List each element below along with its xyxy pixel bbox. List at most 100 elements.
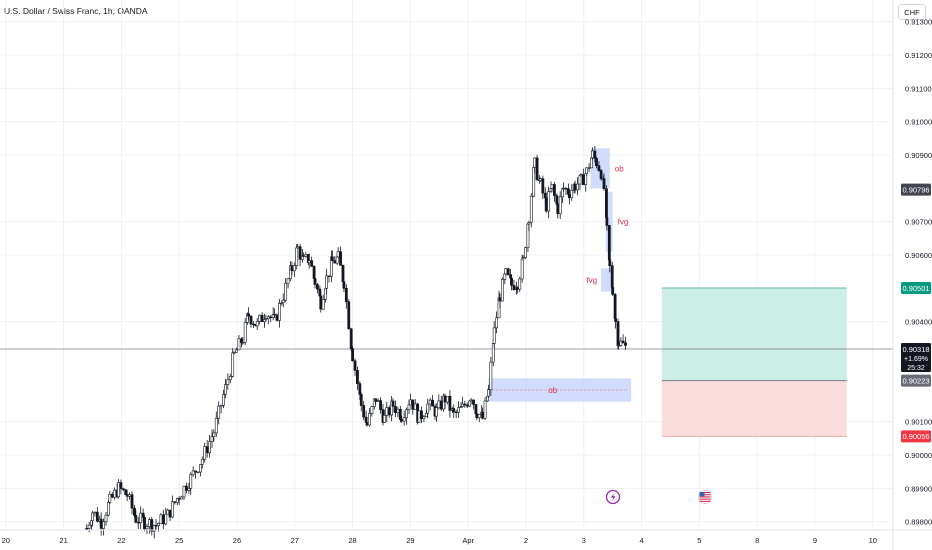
candle-body (136, 521, 140, 524)
last-price-block (901, 343, 931, 372)
candle-body (446, 395, 449, 403)
zone-label-1: fvg (618, 218, 629, 227)
candle-body (616, 321, 620, 347)
candle-body (187, 488, 191, 491)
price-tag-stop-loss-bg (901, 430, 931, 443)
candle-body (385, 407, 389, 416)
candle-body (196, 471, 200, 474)
zone-1 (605, 191, 613, 252)
candle-body (292, 265, 296, 272)
candle-body (556, 203, 560, 215)
candle-body (168, 509, 172, 518)
candle-body (134, 515, 138, 523)
candle-body (370, 406, 374, 414)
candle-body (515, 287, 519, 290)
candle-body (391, 400, 395, 407)
candle-body (492, 327, 496, 344)
candle-body (157, 523, 160, 526)
candle-body (339, 251, 342, 266)
y-tick-label: 0.90000 (905, 451, 932, 460)
x-tick-label: 9 (813, 536, 817, 545)
zone-label-2: fvg (586, 276, 597, 285)
candle-body (110, 494, 114, 498)
candle-body (605, 217, 609, 226)
candle-body (506, 268, 510, 276)
candle-body (521, 257, 525, 260)
candle-body (550, 184, 554, 189)
candle-body (141, 512, 145, 518)
candle-body (483, 400, 487, 419)
price-tag-level-bg (901, 183, 931, 196)
candle-body (581, 174, 585, 186)
candle-body (164, 513, 168, 525)
candle-body (107, 501, 110, 516)
candle-body (362, 405, 366, 418)
candle-body (295, 247, 299, 266)
candle-body (356, 370, 359, 384)
candle-body (595, 158, 598, 166)
candle-body (463, 403, 467, 406)
candle-body (281, 299, 285, 303)
candle-body (512, 285, 516, 290)
candle-body (147, 519, 151, 527)
candle-body (402, 417, 406, 422)
candle-body (593, 150, 597, 159)
candle-body (327, 275, 331, 277)
candle-body (477, 414, 481, 419)
candle-body (212, 432, 216, 437)
candle-body (428, 399, 432, 405)
price-tag-take-profit: 0.90501 (902, 284, 929, 293)
candle-body (379, 400, 382, 410)
candle-body (400, 419, 404, 422)
candle-body (465, 404, 469, 407)
last-price-change: +1.69% (904, 356, 928, 363)
last-price-label: 0.90318 (902, 345, 929, 354)
candle-body (298, 246, 302, 260)
candle-body (498, 297, 502, 302)
candle-body (205, 446, 209, 454)
stop-zone (661, 380, 847, 437)
candle-body (125, 494, 129, 497)
x-tick-label: 10 (869, 536, 877, 545)
candle-body (413, 403, 417, 410)
candle-body (460, 403, 464, 407)
y-tick-label: 0.91000 (905, 118, 932, 127)
candle-body (278, 303, 281, 321)
candle-body (539, 178, 542, 181)
candle-body (260, 314, 264, 322)
candle-body (296, 246, 300, 249)
candle-body (475, 413, 479, 419)
x-tick-label: Apr (462, 536, 474, 545)
currency-badge[interactable]: CHF (898, 4, 926, 20)
candle-body (417, 410, 421, 423)
y-tick-label: 0.90400 (905, 318, 932, 327)
candle-body (152, 525, 156, 532)
candle-body (214, 417, 218, 434)
candle-body (264, 318, 268, 320)
candle-body (200, 458, 204, 465)
candle-body (457, 407, 460, 413)
candle-body (527, 222, 531, 225)
candle-body (394, 405, 397, 414)
candle-body (302, 255, 305, 257)
candle-body (231, 352, 235, 377)
candle-body (307, 260, 311, 264)
candle-body (286, 278, 290, 284)
candle-body (333, 260, 337, 264)
candle-body (247, 313, 250, 317)
candle-body (275, 314, 279, 321)
candle-body (251, 323, 255, 326)
price-tag-level: 0.90796 (902, 185, 929, 194)
candle-body (533, 157, 537, 168)
x-tick-label: 8 (755, 536, 759, 545)
candle-body (344, 288, 348, 303)
y-tick-label: 0.91100 (905, 84, 932, 93)
candle-body (472, 399, 475, 405)
candle-body (376, 400, 380, 402)
candle-body (313, 278, 317, 285)
candle-body (448, 395, 452, 411)
x-tick-label: 22 (117, 536, 125, 545)
x-tick-label: 20 (2, 536, 10, 545)
